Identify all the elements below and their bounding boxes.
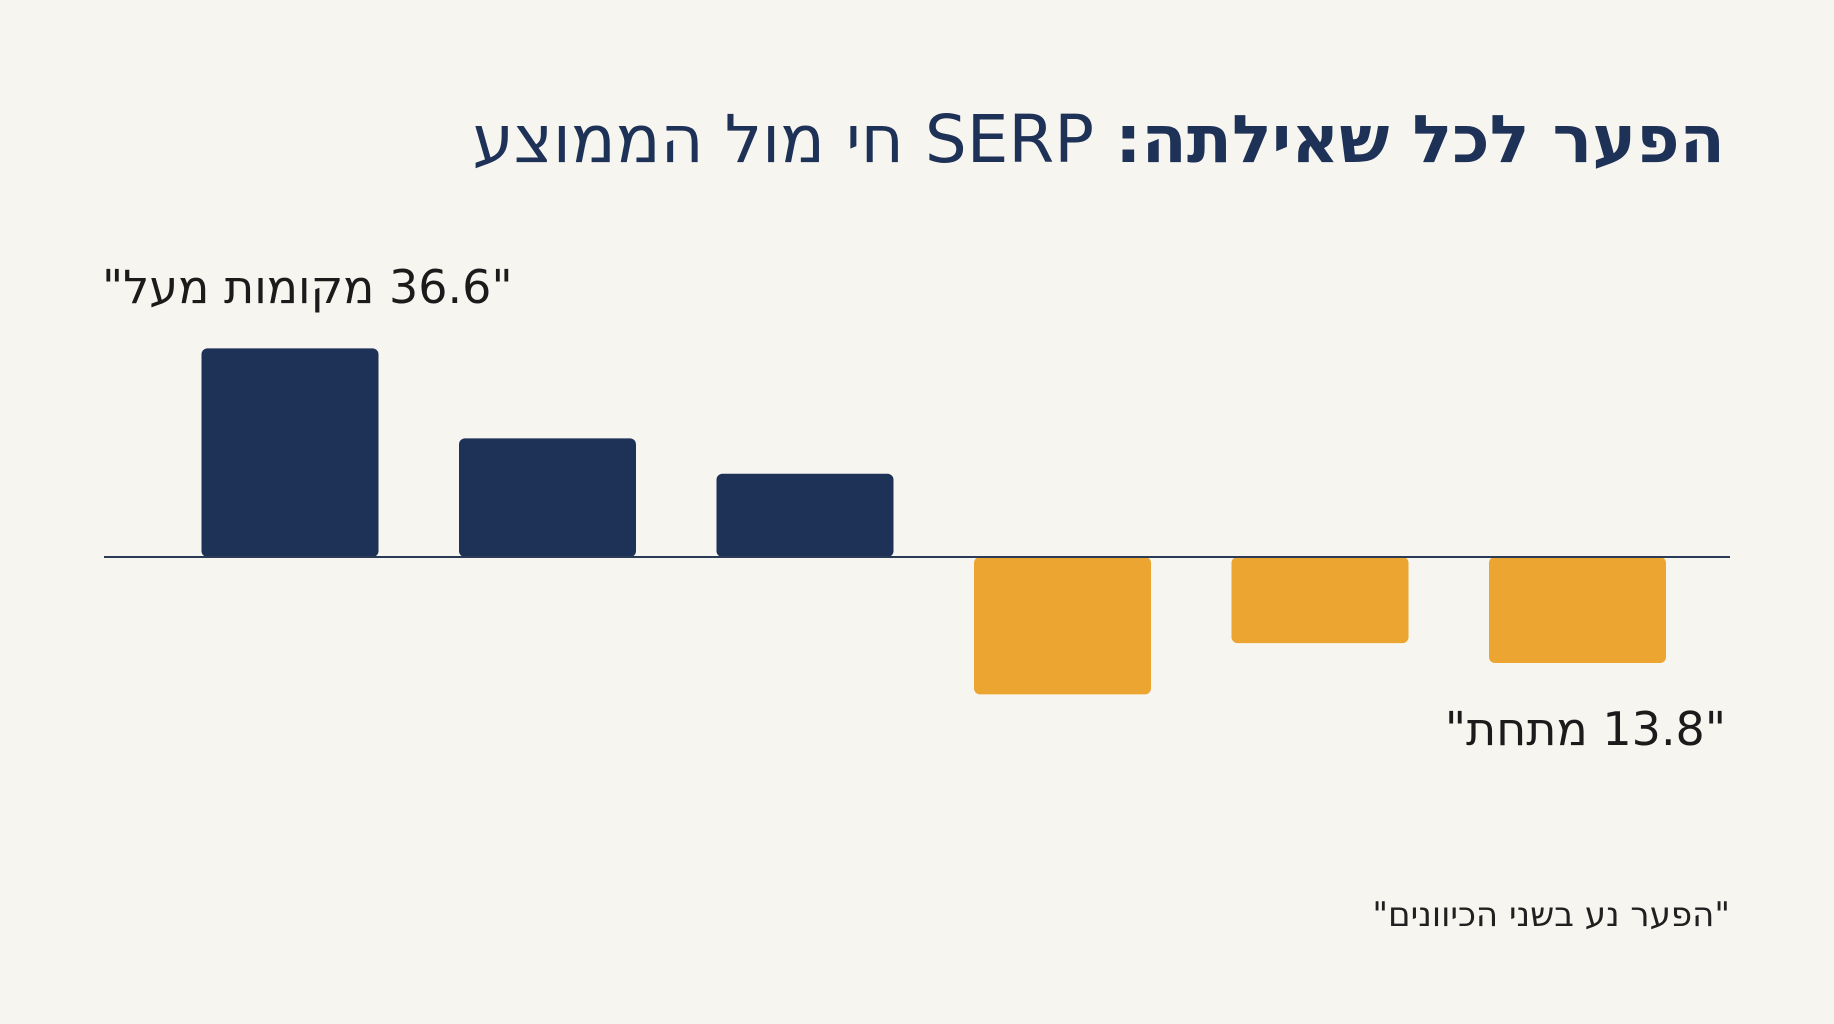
- chart-title-normal: SERP חי מול הממוצע: [472, 101, 1095, 178]
- bar-6: [1489, 557, 1666, 663]
- annotation-top-bar: "36.6 מקומות מעל": [102, 260, 513, 314]
- bar-4: [974, 557, 1151, 695]
- bar-3: [716, 473, 894, 557]
- chart-title: הפער לכל שאילתה: SERP חי מול הממוצע: [225, 98, 1725, 182]
- bar-5: [1231, 557, 1409, 644]
- annotation-note: "הפער נע בשני הכיוונים": [1372, 895, 1730, 935]
- annotation-bottom-bar: "13.8 מתחת": [1444, 702, 1726, 756]
- chart-title-bold: הפער לכל שאילתה:: [1115, 101, 1725, 178]
- bar-2: [459, 438, 636, 557]
- bar-1: [201, 348, 379, 557]
